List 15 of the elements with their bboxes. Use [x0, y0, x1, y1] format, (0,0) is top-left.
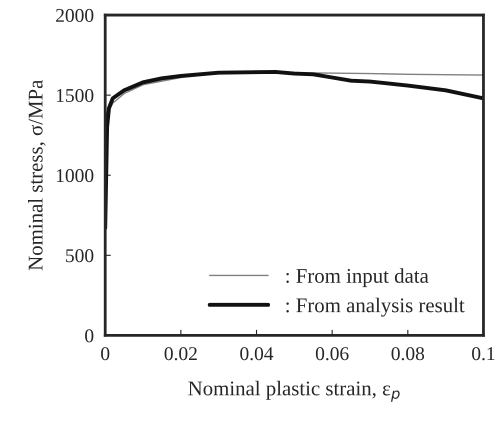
y-tick-label: 2000	[56, 8, 94, 22]
x-tick-label: 0.1	[472, 347, 494, 360]
x-tick-label: 0.04	[240, 347, 274, 360]
x-tick-label: 0.06	[316, 347, 349, 360]
y-tick-label: 1500	[56, 88, 94, 102]
x-tick-label: 0	[101, 347, 110, 360]
x-tick-label: 0.08	[392, 347, 424, 360]
legend-label: : From analysis result	[286, 298, 465, 317]
x-axis-title: Nominal plastic strain, ε$_{p}$	[188, 380, 400, 402]
y-tick-label: 500	[66, 249, 94, 262]
y-axis-title: Nominal stress, σ/MPa	[28, 80, 46, 270]
y-tick-label: 1000	[56, 169, 94, 182]
x-tick-label: 0.02	[164, 347, 197, 360]
legend-label: : From input data	[286, 268, 429, 288]
y-tick-label: 0	[85, 329, 94, 342]
